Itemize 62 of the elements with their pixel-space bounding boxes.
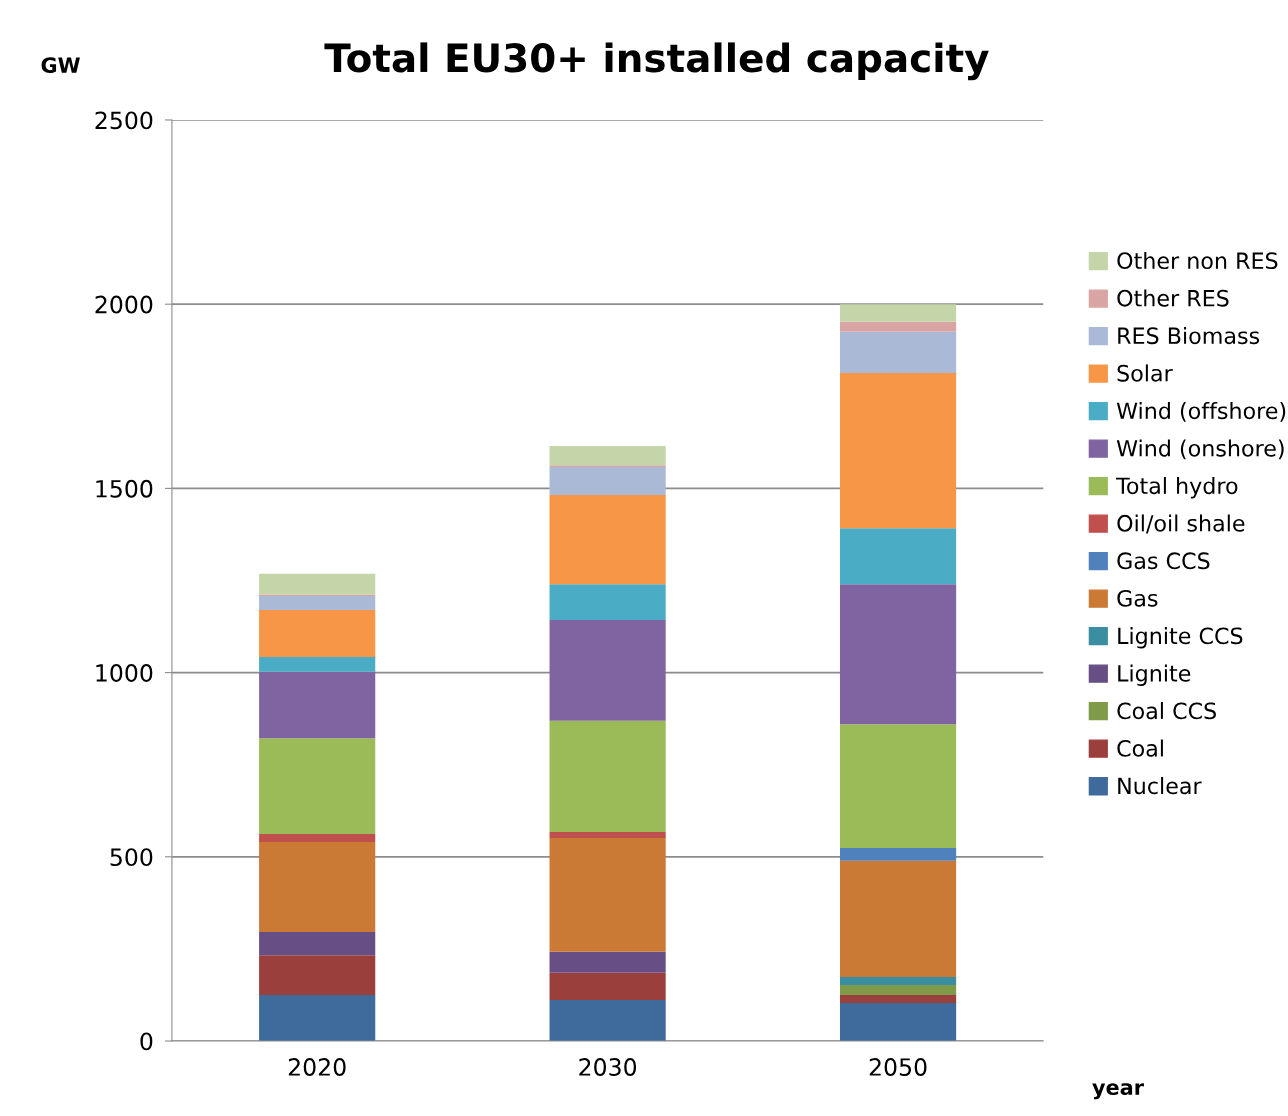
x-tick-label: 2050 [869,1058,927,1076]
bar [259,842,376,932]
chart-title: Total EU30+ installed capacity [324,42,989,81]
legend-label: Lignite [1118,664,1191,687]
legend-label: Other non RES [1117,251,1278,270]
legend-label: Other RES [1117,289,1229,307]
legend-label: Gas [1117,589,1158,607]
bar [839,976,957,986]
bar [839,331,957,374]
bar [259,994,376,1041]
bar [839,373,957,529]
bar [259,955,376,995]
legend-label: Coal CCS [1117,702,1216,720]
legend-label: Coal [1117,739,1163,757]
x-tick-label: 2020 [288,1058,346,1076]
legend-label: Wind (onshore) [1116,439,1284,460]
legend-label: Oil/oil shale [1117,514,1245,534]
y-tick-label: 2000 [95,295,153,314]
x-tick-label: 2030 [579,1058,637,1076]
bar [839,724,957,848]
bar [549,832,666,839]
bar [839,847,957,861]
y-tick-label: 1500 [96,479,153,498]
y-axis-title: GW [41,57,80,73]
legend-label: Solar [1117,364,1173,382]
y-tick-label: 2500 [95,111,153,130]
bar [839,304,957,322]
bar [259,833,376,843]
bar [839,860,957,977]
bar [549,619,666,721]
bar [549,1000,666,1041]
y-tick-label: 1000 [96,664,153,682]
y-tick-label: 0 [140,1032,153,1051]
bar [259,931,376,956]
bar [549,495,666,585]
bar [549,838,666,952]
bar [259,738,376,834]
bar [259,671,376,739]
bar [259,573,376,595]
bar [549,972,666,1001]
bar [259,657,376,672]
bar [549,467,666,496]
legend-label: Nuclear [1118,777,1202,795]
bar [549,951,666,973]
bar [839,321,957,332]
bar [549,446,666,466]
bar [259,609,376,658]
legend-label: Wind (offshore) [1116,401,1286,422]
legend-label: Total hydro [1116,476,1238,499]
bar [549,720,666,833]
legend-label: Gas CCS [1117,552,1210,570]
bar [259,595,376,610]
bar [549,584,666,620]
bar [839,1003,957,1041]
legend-label: Lignite CCS [1118,626,1243,649]
x-axis-title: year [1092,1083,1144,1100]
bar [839,985,957,995]
legend-label: RES Biomass [1118,326,1260,345]
bar [839,528,957,585]
bar [839,584,957,725]
y-tick-label: 500 [110,848,153,867]
bar [839,994,957,1004]
